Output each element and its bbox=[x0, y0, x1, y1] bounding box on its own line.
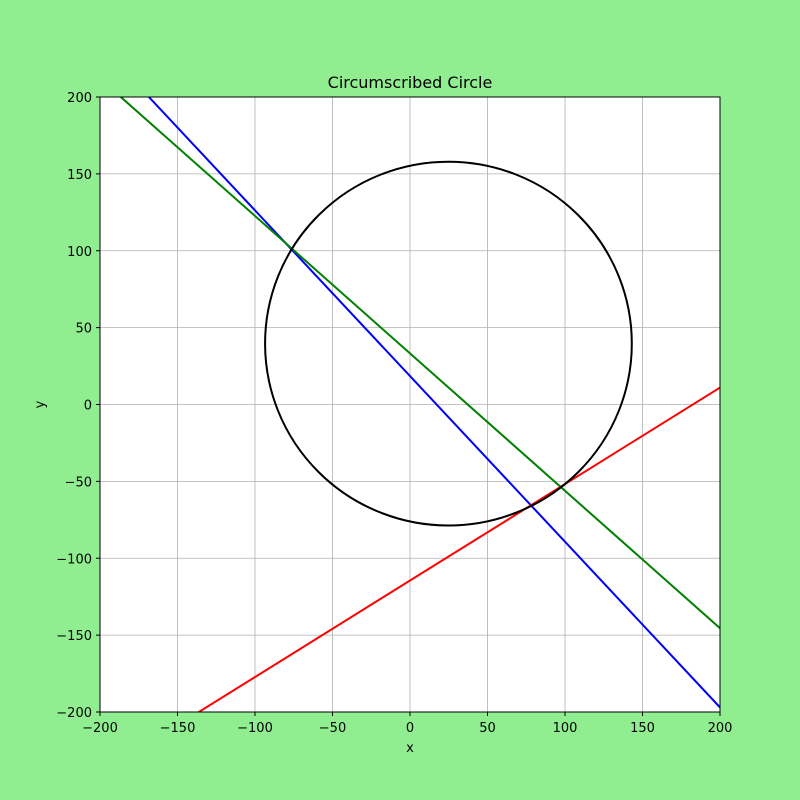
y-tick-label: 150 bbox=[67, 168, 92, 183]
grid-lines bbox=[99, 96, 721, 713]
x-tick-label: −150 bbox=[160, 721, 196, 736]
y-tick-label: 200 bbox=[67, 91, 92, 106]
y-axis-label: y bbox=[33, 400, 48, 408]
y-tick-label: −200 bbox=[56, 706, 92, 721]
x-tick-label: −50 bbox=[319, 721, 346, 736]
ticks: −200 −150 −100 −50 0 50 100 150 200 −200 −150 −100 −… bbox=[56, 91, 732, 736]
y-tick-label: −100 bbox=[56, 552, 92, 567]
data-layer bbox=[119, 97, 720, 712]
x-tick-label: 150 bbox=[630, 721, 655, 736]
x-tick-label: 50 bbox=[479, 721, 496, 736]
x-tick-label: 0 bbox=[406, 721, 414, 736]
y-tick-label: −50 bbox=[65, 475, 92, 490]
x-tick-label: −200 bbox=[82, 721, 118, 736]
y-tick-label: 100 bbox=[67, 245, 92, 260]
x-axis-label: x bbox=[406, 741, 414, 756]
x-tick-label: 200 bbox=[708, 721, 733, 736]
y-tick-label: 0 bbox=[84, 399, 92, 414]
y-tick-label: 50 bbox=[75, 322, 92, 337]
circumscribed-circle bbox=[264, 160, 633, 527]
series-line-3 bbox=[196, 386, 720, 712]
series-line-1 bbox=[147, 97, 720, 709]
y-tick-label: −150 bbox=[56, 629, 92, 644]
chart-title: Circumscribed Circle bbox=[328, 73, 493, 92]
series-line-2 bbox=[119, 97, 720, 629]
x-tick-label: −100 bbox=[237, 721, 273, 736]
x-tick-label: 100 bbox=[553, 721, 578, 736]
